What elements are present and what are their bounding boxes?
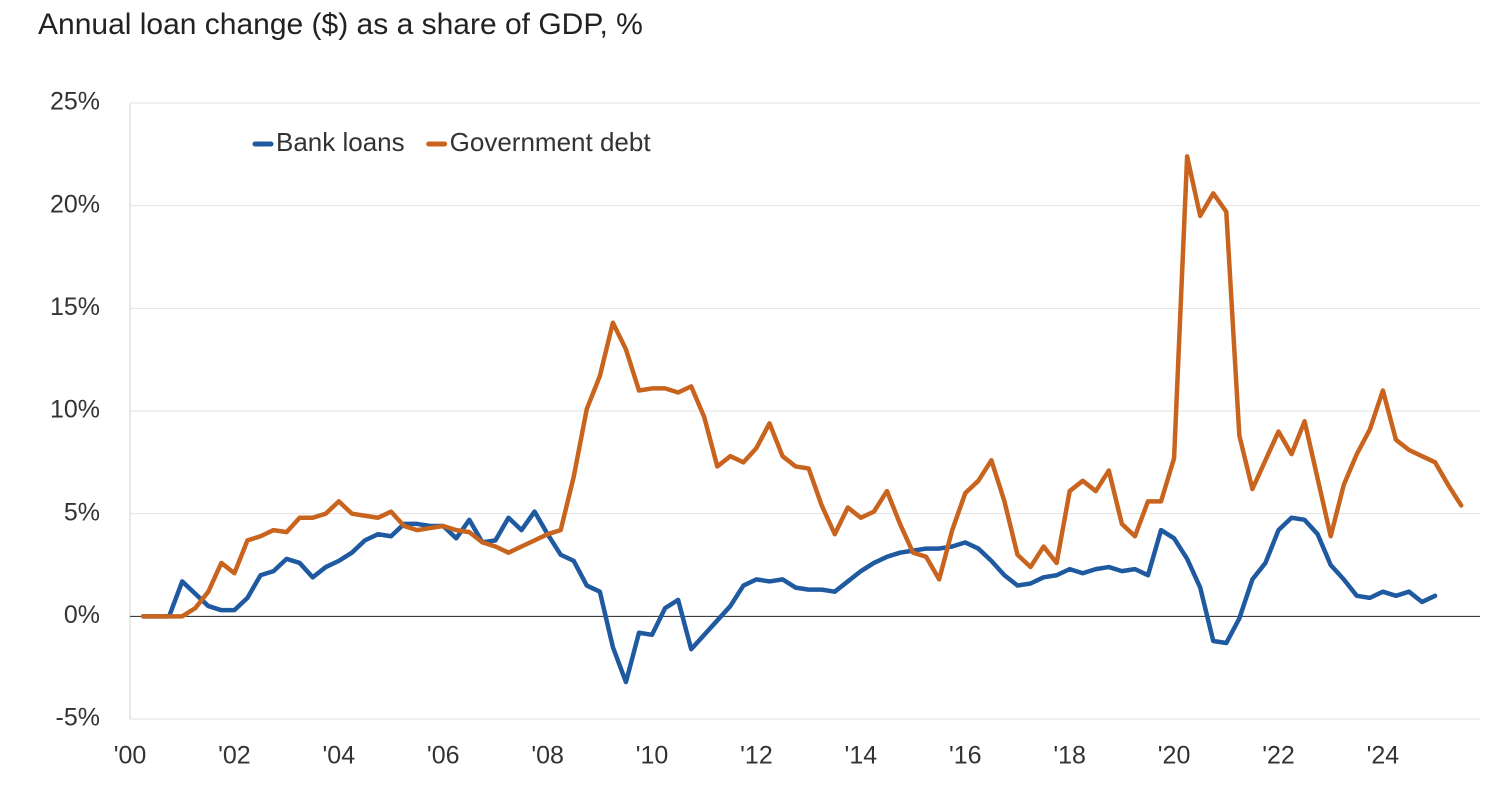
- x-tick-label: '06: [427, 742, 460, 770]
- x-tick-label: '12: [740, 742, 773, 770]
- x-tick-label: '18: [1053, 742, 1086, 770]
- data-line: [140, 154, 1464, 619]
- x-tick-label: '08: [531, 742, 564, 770]
- x-tick-label: '16: [949, 742, 982, 770]
- x-tick-label: '04: [323, 742, 356, 770]
- x-tick-label: '24: [1367, 742, 1400, 770]
- x-tick-label: '10: [636, 742, 669, 770]
- legend-label: Bank loans: [276, 127, 405, 157]
- y-tick-label: 15%: [50, 293, 100, 321]
- y-tick-label: 0%: [64, 601, 100, 629]
- x-tick-label: '20: [1158, 742, 1191, 770]
- y-tick-label: 20%: [50, 190, 100, 218]
- legend-label: Government debt: [450, 127, 652, 157]
- x-tick-label: '02: [218, 742, 251, 770]
- chart-title: Annual loan change ($) as a share of GDP…: [38, 8, 643, 41]
- y-tick-label: 5%: [64, 498, 100, 526]
- x-tick-label: '22: [1262, 742, 1295, 770]
- y-tick-label: 10%: [50, 396, 100, 424]
- y-tick-label: 25%: [50, 88, 100, 116]
- data-line: [140, 509, 1438, 685]
- y-tick-label: -5%: [56, 704, 100, 732]
- x-tick-label: '14: [845, 742, 878, 770]
- x-tick-label: '00: [114, 742, 147, 770]
